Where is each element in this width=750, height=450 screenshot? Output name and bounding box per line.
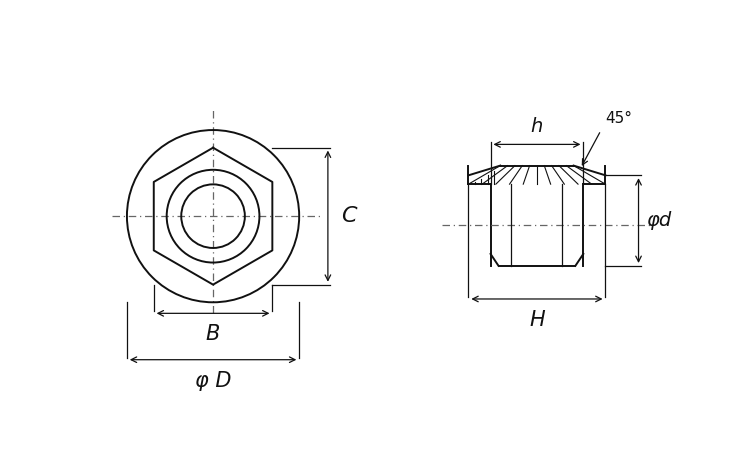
Text: φ D: φ D bbox=[195, 371, 231, 391]
Text: B: B bbox=[206, 324, 220, 344]
Text: C: C bbox=[341, 206, 357, 226]
Text: 45°: 45° bbox=[605, 111, 632, 126]
Text: φd: φd bbox=[646, 211, 672, 230]
Text: h: h bbox=[531, 117, 543, 136]
Text: H: H bbox=[529, 310, 544, 330]
